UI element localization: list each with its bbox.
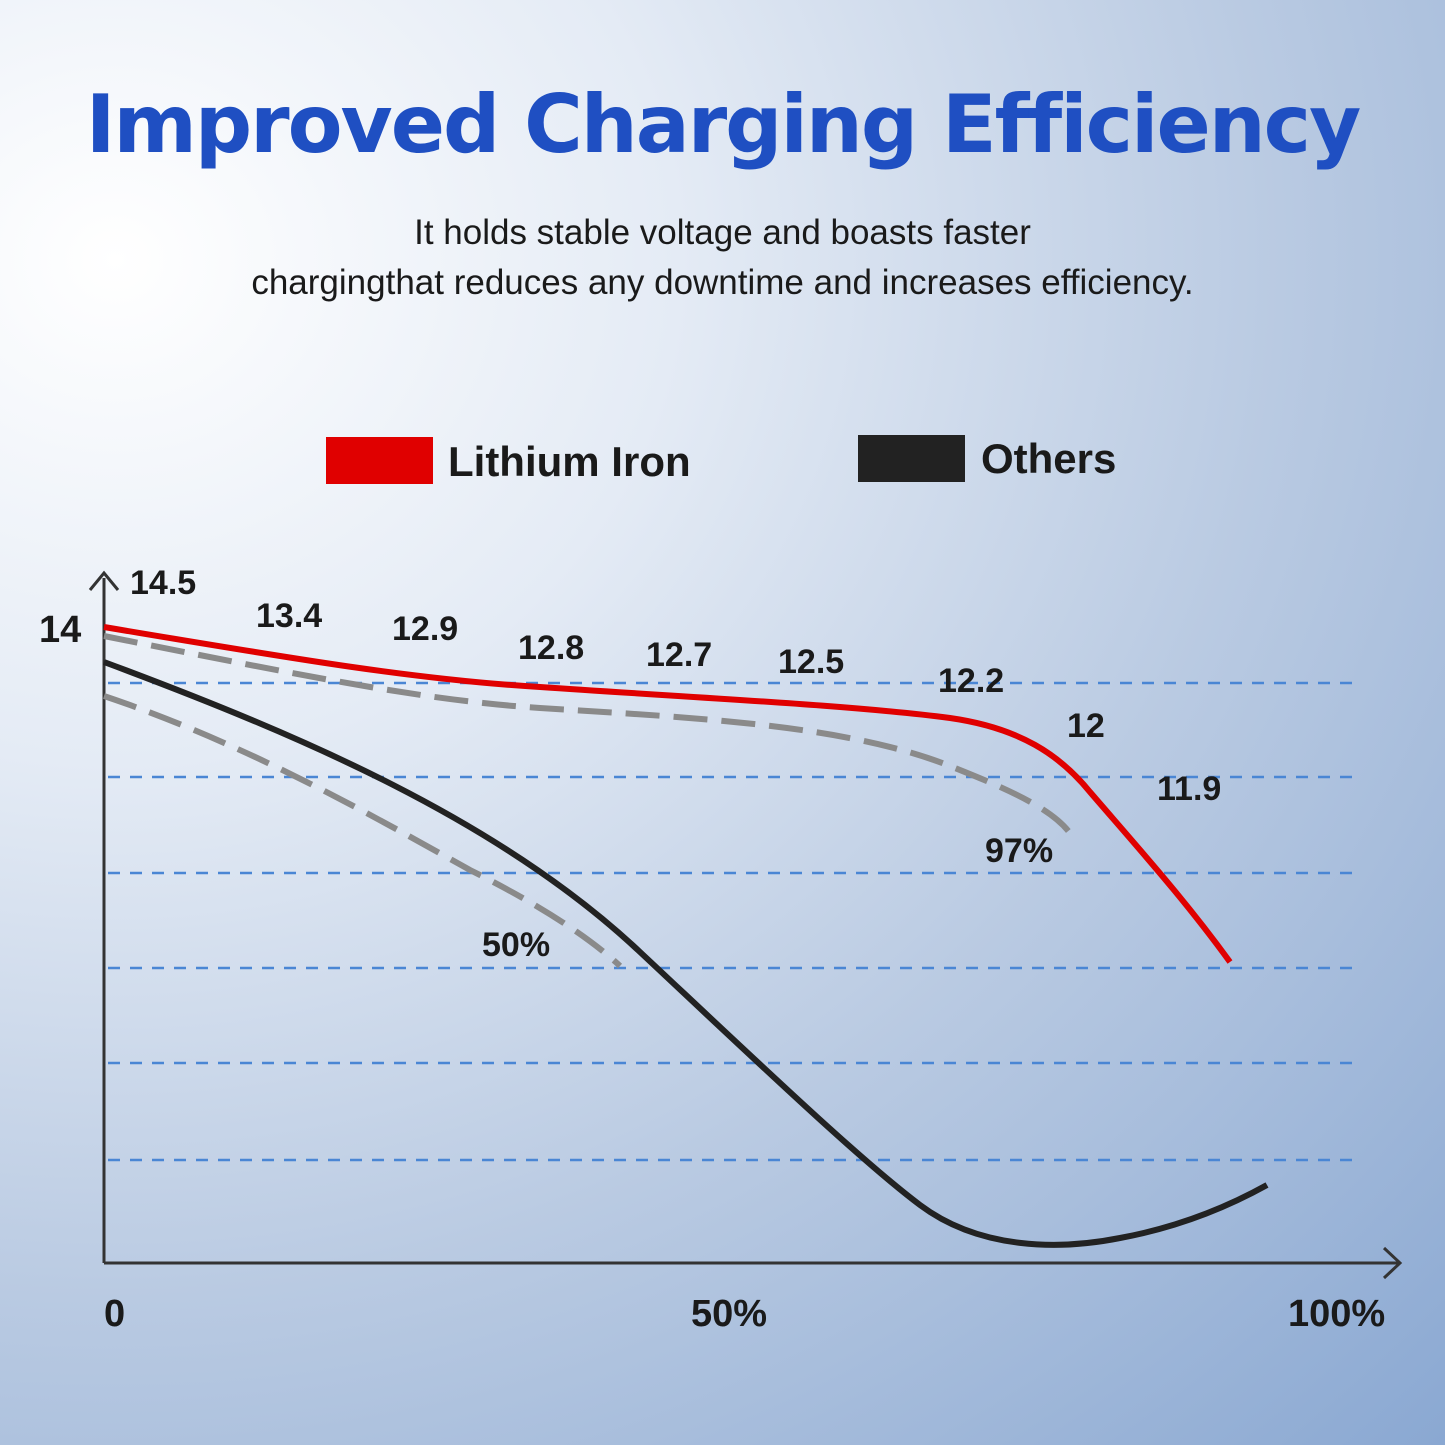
gridlines [108,681,1356,1162]
series-line-others [102,659,1269,1248]
page-title: Improved Charging Efficiency [85,78,1362,171]
x-tick-label: 100% [1288,1293,1385,1335]
legend: Lithium Iron Others [326,435,1116,485]
data-label: 13.4 [256,597,322,635]
subtitle-line-2: chargingthat reduces any downtime and in… [251,263,1194,302]
end-label-others: 50% [482,926,550,964]
data-label: 12 [1067,707,1105,745]
x-tick-label: 0 [104,1293,125,1335]
subtitle: It holds stable voltage and boasts faste… [0,208,1445,308]
data-label: 11.9 [1157,770,1221,808]
y-axis [88,570,120,1263]
subtitle-line-1: It holds stable voltage and boasts faste… [414,213,1031,252]
reference-curve-lithium [103,633,1075,838]
data-label: 12.5 [778,643,844,681]
legend-swatch-lithium-iron [326,437,433,484]
reference-curve-others [103,693,623,969]
y-tick-label: 14 [39,609,81,651]
data-label: 12.9 [392,610,458,648]
end-label-lithium: 97% [985,832,1053,870]
x-tick-label: 50% [691,1293,767,1335]
data-label: 12.2 [938,662,1004,700]
legend-label-others: Others [981,435,1116,482]
data-label: 14.5 [130,564,196,602]
x-axis [104,1246,1403,1280]
legend-swatch-others [858,435,965,482]
data-label: 12.8 [518,629,584,667]
series-line-lithium-iron [103,624,1233,964]
legend-label-lithium-iron: Lithium Iron [448,438,691,485]
axes [88,570,1403,1280]
data-label: 12.7 [646,636,712,674]
